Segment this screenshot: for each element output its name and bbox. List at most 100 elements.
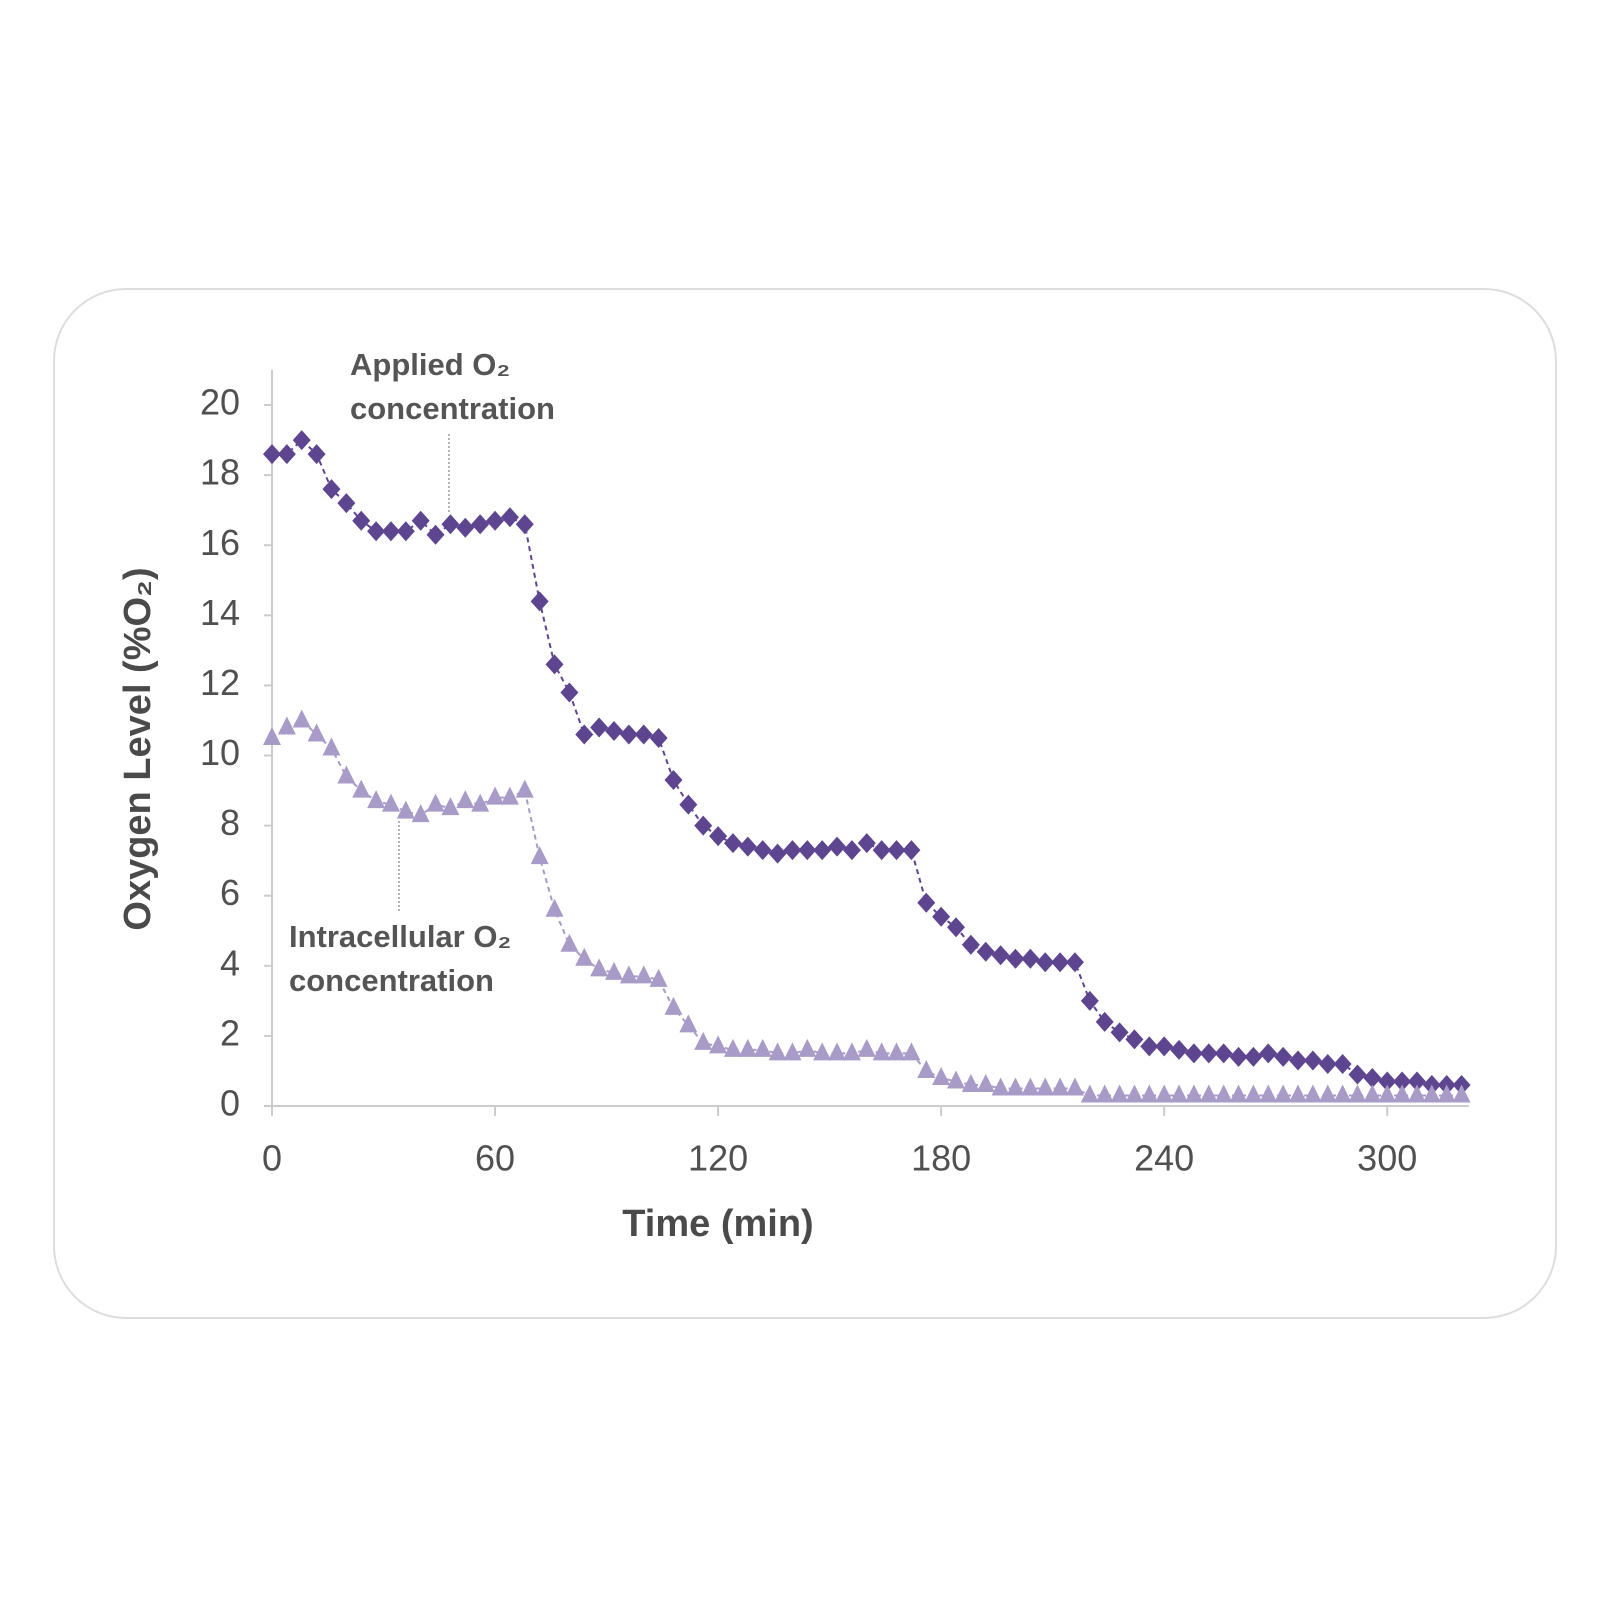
data-point <box>976 1073 995 1092</box>
data-point <box>1036 1077 1055 1096</box>
data-point <box>664 996 683 1015</box>
data-point <box>1318 1053 1337 1074</box>
data-point <box>887 1042 906 1061</box>
data-point <box>917 1059 936 1078</box>
data-point <box>1184 1084 1203 1103</box>
x-tick-label: 240 <box>1134 1138 1194 1179</box>
y-tick-label: 8 <box>220 802 240 843</box>
data-point <box>872 840 891 861</box>
data-point <box>337 765 356 784</box>
data-point <box>471 793 490 812</box>
data-point <box>530 591 549 612</box>
y-tick-label: 2 <box>220 1012 240 1053</box>
data-point <box>634 965 653 984</box>
data-point <box>515 514 534 535</box>
data-point <box>828 836 847 857</box>
y-tick-label: 20 <box>200 382 240 423</box>
data-point <box>263 444 281 465</box>
data-point <box>292 709 311 728</box>
data-point <box>515 779 534 798</box>
data-point <box>367 790 386 809</box>
data-point <box>1170 1084 1189 1103</box>
data-point <box>783 840 802 861</box>
data-point <box>277 716 296 735</box>
data-point <box>1051 952 1070 973</box>
data-point <box>917 892 936 913</box>
data-point <box>991 945 1010 966</box>
data-point <box>932 906 951 927</box>
data-point <box>352 779 371 798</box>
data-point <box>426 524 445 545</box>
data-point <box>619 965 638 984</box>
data-point <box>1378 1071 1397 1092</box>
data-point <box>1274 1084 1293 1103</box>
y-axis-title: Oxygen Level (%O₂) <box>117 567 159 930</box>
data-point <box>471 514 490 535</box>
data-point <box>634 724 653 745</box>
data-point <box>1006 1077 1025 1096</box>
annotation: concentration <box>289 963 494 998</box>
data-point <box>560 933 579 952</box>
data-point <box>768 1042 787 1061</box>
data-point <box>1348 1084 1367 1103</box>
data-point <box>753 1038 772 1057</box>
data-point <box>337 493 356 514</box>
data-point <box>307 723 326 742</box>
data-point <box>947 1070 965 1089</box>
data-point <box>872 1042 891 1061</box>
data-point <box>1021 1077 1040 1096</box>
y-tick-label: 4 <box>220 942 240 983</box>
data-point <box>575 724 594 745</box>
x-tick-label: 120 <box>688 1138 748 1179</box>
data-point <box>932 1066 951 1085</box>
y-tick-label: 18 <box>200 452 240 493</box>
data-point <box>723 833 742 854</box>
data-point <box>500 507 519 528</box>
data-point <box>367 521 386 542</box>
data-point <box>1333 1053 1352 1074</box>
data-point <box>709 826 728 847</box>
data-point <box>411 510 430 531</box>
y-tick-label: 6 <box>220 872 240 913</box>
y-tick-label: 10 <box>200 732 240 773</box>
x-tick-label: 60 <box>475 1138 515 1179</box>
data-point <box>649 728 668 748</box>
data-point <box>679 794 698 815</box>
data-point <box>1363 1067 1382 1088</box>
data-point <box>1095 1011 1114 1032</box>
data-point <box>828 1042 847 1061</box>
data-point <box>1199 1043 1218 1064</box>
data-point <box>961 1073 980 1092</box>
data-point <box>441 797 460 816</box>
y-tick-label: 14 <box>200 592 240 633</box>
data-point <box>545 898 564 917</box>
data-point <box>263 727 281 745</box>
data-point <box>1289 1084 1307 1103</box>
data-point <box>902 1042 921 1061</box>
data-point <box>411 804 430 823</box>
data-point <box>1363 1084 1382 1103</box>
data-point <box>902 840 921 861</box>
data-point <box>976 941 995 962</box>
y-tick-label: 16 <box>200 522 240 563</box>
data-point <box>322 737 341 756</box>
data-point <box>842 840 861 861</box>
data-point <box>322 479 341 500</box>
data-point <box>991 1077 1010 1096</box>
data-point <box>605 720 623 741</box>
data-point <box>456 517 475 538</box>
data-point <box>664 770 683 791</box>
data-point <box>1065 1077 1084 1096</box>
data-point <box>1140 1084 1159 1103</box>
data-point <box>1080 990 1099 1011</box>
data-point <box>1110 1022 1129 1043</box>
data-point <box>1214 1043 1233 1064</box>
data-point <box>783 1042 802 1061</box>
data-point <box>723 1038 742 1057</box>
data-point <box>426 793 445 812</box>
data-point <box>1378 1084 1397 1103</box>
data-point <box>1393 1071 1412 1092</box>
data-point <box>292 430 311 451</box>
data-point <box>1155 1084 1174 1103</box>
